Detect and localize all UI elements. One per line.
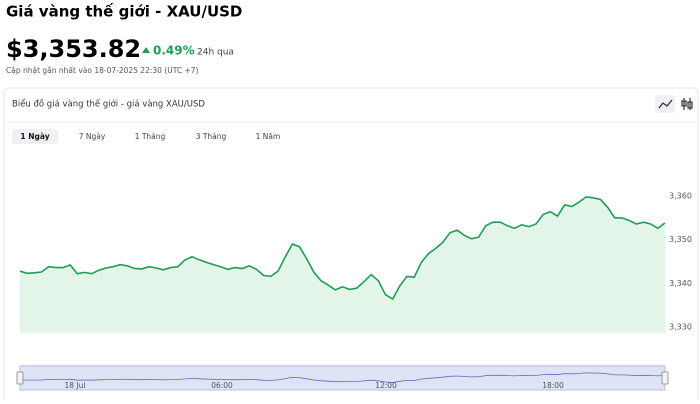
change: 0.49%	[153, 44, 195, 58]
y-tick-label: 3,360	[669, 192, 692, 201]
price-line	[19, 196, 666, 301]
navigator-label: 18 Jul	[65, 381, 86, 390]
candle-icon[interactable]	[681, 98, 693, 110]
price-area	[20, 196, 665, 333]
up-arrow	[142, 47, 150, 53]
tab[interactable]: 1 Năm	[256, 132, 281, 141]
navigator-window	[19, 365, 666, 391]
tab[interactable]: 7 Ngày	[79, 132, 106, 141]
updated: Cập nhật gần nhất vào 18-07-2025 22:30 (…	[6, 66, 199, 75]
y-tick-label: 3,340	[669, 279, 692, 288]
navigator-handle[interactable]	[661, 371, 669, 385]
navigator-handle[interactable]	[16, 371, 24, 385]
card-title: Biểu đồ giá vàng thế giới - giá vàng XAU…	[12, 99, 205, 110]
navigator-line	[19, 372, 666, 383]
tab[interactable]: 1 Ngày	[20, 132, 49, 141]
y-tick-label: 3,350	[669, 235, 692, 244]
tab[interactable]: 1 Tháng	[135, 132, 166, 141]
page-title: Giá vàng thế giới - XAU/USD	[6, 2, 242, 21]
price: $3,353.82	[6, 35, 141, 63]
y-tick-label: 3,330	[669, 322, 692, 331]
tab-selected-bg	[12, 129, 58, 144]
tab[interactable]: 3 Tháng	[196, 132, 227, 141]
line-icon	[658, 99, 673, 109]
navigator-label: 18:00	[542, 381, 564, 390]
navigator-label: 12:00	[375, 381, 397, 390]
period: 24h qua	[197, 48, 234, 58]
navigator-label: 06:00	[211, 381, 233, 390]
